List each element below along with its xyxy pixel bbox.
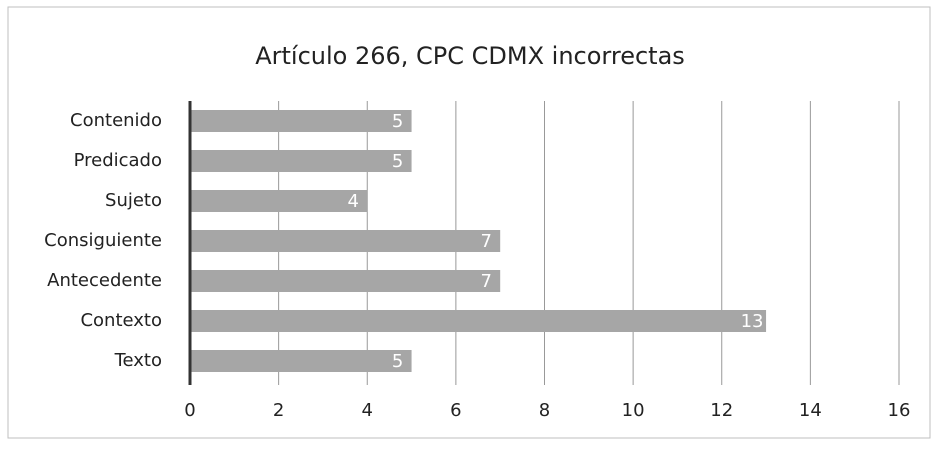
data-label: 4	[348, 191, 359, 212]
bar	[190, 190, 368, 212]
y-tick-label: Contenido	[70, 110, 162, 131]
data-label: 13	[741, 311, 764, 332]
bar	[190, 310, 767, 332]
y-tick-label: Antecedente	[47, 270, 162, 291]
x-tick-label: 8	[539, 400, 550, 421]
data-label: 7	[480, 271, 491, 292]
x-tick-label: 16	[888, 400, 911, 421]
bar	[190, 230, 501, 252]
y-tick-label: Texto	[114, 350, 162, 371]
y-tick-label: Contexto	[80, 310, 162, 331]
data-label: 5	[392, 111, 403, 132]
bar	[190, 150, 412, 172]
y-tick-label: Predicado	[74, 150, 162, 171]
bar	[190, 350, 412, 372]
x-tick-label: 12	[710, 400, 733, 421]
data-label: 5	[392, 351, 403, 372]
y-tick-label: Sujeto	[105, 190, 162, 211]
x-tick-label: 0	[184, 400, 195, 421]
x-tick-label: 10	[622, 400, 645, 421]
data-label: 5	[392, 151, 403, 172]
chart-title: Artículo 266, CPC CDMX incorrectas	[255, 42, 685, 70]
x-tick-label: 6	[450, 400, 461, 421]
chart-border	[7, 6, 931, 439]
x-tick-label: 4	[362, 400, 373, 421]
data-label: 7	[480, 231, 491, 252]
y-tick-label: Consiguiente	[44, 230, 162, 251]
bar	[190, 110, 412, 132]
x-tick-label: 14	[799, 400, 822, 421]
bar	[190, 270, 501, 292]
x-tick-label: 2	[273, 400, 284, 421]
